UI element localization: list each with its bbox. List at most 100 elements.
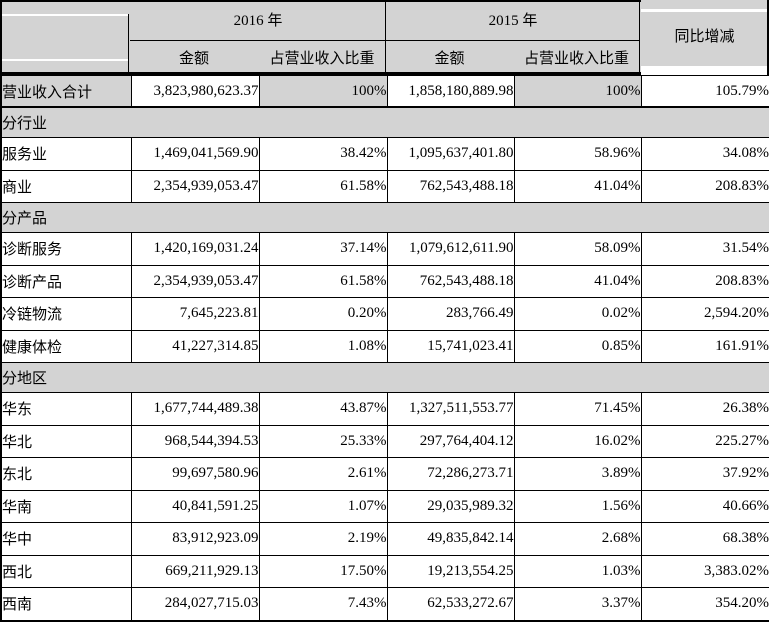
row-label-cell: 冷链物流 — [0, 297, 132, 331]
row-label-cell: 诊断服务 — [0, 232, 132, 266]
amount-2016-cell: 40,841,591.25 — [130, 489, 260, 523]
ratio-2015-cell: 1.03% — [513, 554, 642, 588]
amount-2016-cell: 3,823,980,623.37 — [130, 75, 260, 108]
section-label: 分产品 — [0, 202, 769, 233]
data-row: 诊断服务 1,420,169,031.24 37.14% 1,079,612,611.… — [0, 232, 769, 266]
ratio-2016-cell: 61.58% — [258, 169, 388, 203]
data-row: 商业 2,354,939,053.47 61.58% 762,543,488.18 41… — [0, 169, 769, 203]
section-row: 分行业 — [0, 106, 769, 138]
table-body: 营业收入合计 3,823,980,623.37 100% 1,858,180,889.… — [0, 75, 769, 621]
header-amount-2016: 金额 — [178, 51, 209, 67]
row-label-cell: 华东 — [0, 392, 132, 426]
header-divider-line — [2, 14, 128, 16]
ratio-2015-cell: 1.56% — [513, 489, 642, 523]
header-ratio-2015: 占营业收入比重 — [523, 51, 629, 67]
yoy-cell: 354.20% — [640, 587, 769, 621]
data-row: 华南 40,841,591.25 1.07% 29,035,989.32 1.56% 40… — [0, 489, 769, 523]
header-divider-line — [641, 66, 767, 75]
data-row: 西北 669,211,929.13 17.50% 19,213,554.25 1.03%… — [0, 554, 769, 588]
row-label-cell: 诊断产品 — [0, 264, 132, 298]
ratio-2016-cell: 1.08% — [258, 329, 388, 363]
yoy-cell: 225.27% — [640, 424, 769, 458]
amount-2015-cell: 19,213,554.25 — [386, 554, 515, 588]
data-row: 服务业 1,469,041,569.90 38.42% 1,095,637,401.8… — [0, 137, 769, 171]
amount-2015-cell: 283,766.49 — [386, 297, 515, 331]
row-label-cell: 东北 — [0, 457, 132, 491]
ratio-2015-cell: 71.45% — [513, 392, 642, 426]
ratio-2016-cell: 61.58% — [258, 264, 388, 298]
row-label-cell: 华北 — [0, 424, 132, 458]
yoy-cell: 161.91% — [640, 329, 769, 363]
ratio-2015-cell: 0.85% — [513, 329, 642, 363]
ratio-2015-cell: 16.02% — [513, 424, 642, 458]
year-2015-underline — [386, 40, 640, 41]
amount-2016-cell: 2,354,939,053.47 — [130, 264, 260, 298]
ratio-2016-cell: 2.19% — [258, 522, 388, 556]
ratio-2015-cell: 58.09% — [513, 232, 642, 266]
amount-2016-cell: 968,544,394.53 — [130, 424, 260, 458]
ratio-2015-cell: 3.89% — [513, 457, 642, 491]
ratio-2016-cell: 7.43% — [258, 587, 388, 621]
amount-2015-cell: 72,286,273.71 — [386, 457, 515, 491]
amount-2016-cell: 669,211,929.13 — [130, 554, 260, 588]
amount-2015-cell: 62,533,272.67 — [386, 587, 515, 621]
section-row: 分产品 — [0, 202, 769, 233]
yoy-cell: 40.66% — [640, 489, 769, 523]
ratio-2016-cell: 0.20% — [258, 297, 388, 331]
amount-2015-cell: 1,858,180,889.98 — [386, 75, 515, 108]
amount-2015-cell: 1,095,637,401.80 — [386, 137, 515, 171]
row-label-cell: 西北 — [0, 554, 132, 588]
header-col-divider — [639, 0, 640, 75]
header-col-divider — [385, 0, 386, 72]
amount-2016-cell: 284,027,715.03 — [130, 587, 260, 621]
yoy-cell: 208.83% — [640, 169, 769, 203]
amount-2015-cell: 762,543,488.18 — [386, 264, 515, 298]
amount-2016-cell: 41,227,314.85 — [130, 329, 260, 363]
data-row: 东北 99,697,580.96 2.61% 72,286,273.71 3.89% 37… — [0, 457, 769, 491]
ratio-2015-cell: 0.02% — [513, 297, 642, 331]
header-left-border — [0, 0, 2, 75]
data-row: 华北 968,544,394.53 25.33% 297,764,404.12 16.0… — [0, 424, 769, 458]
amount-2016-cell: 99,697,580.96 — [130, 457, 260, 491]
data-row: 冷链物流 7,645,223.81 0.20% 283,766.49 0.02% 2,59… — [0, 297, 769, 331]
ratio-2016-cell: 37.14% — [258, 232, 388, 266]
ratio-2016-cell: 1.07% — [258, 489, 388, 523]
header-top-border — [0, 0, 641, 2]
yoy-cell: 31.54% — [640, 232, 769, 266]
header-bottom-border — [0, 72, 641, 75]
amount-2016-cell: 1,677,744,489.38 — [130, 392, 260, 426]
amount-2015-cell: 49,835,842.14 — [386, 522, 515, 556]
amount-2015-cell: 1,327,511,553.77 — [386, 392, 515, 426]
yoy-cell: 37.92% — [640, 457, 769, 491]
data-row: 健康体检 41,227,314.85 1.08% 15,741,023.41 0.85%… — [0, 329, 769, 363]
section-label: 分地区 — [0, 362, 769, 393]
amount-2016-cell: 83,912,923.09 — [130, 522, 260, 556]
header-amount-2015: 金额 — [434, 51, 465, 67]
revenue-table: 营业收入合计 3,823,980,623.37 100% 1,858,180,889.… — [0, 75, 769, 622]
header-year-2016: 2016 年 — [233, 13, 283, 29]
row-label-cell: 商业 — [0, 169, 132, 203]
section-row: 分地区 — [0, 362, 769, 393]
header-yoy: 同比增减 — [674, 29, 735, 45]
ratio-2015-cell: 2.68% — [513, 522, 642, 556]
data-row: 华东 1,677,744,489.38 43.87% 1,327,511,553.77… — [0, 392, 769, 426]
data-row: 诊断产品 2,354,939,053.47 61.58% 762,543,488.18… — [0, 264, 769, 298]
yoy-cell: 3,383.02% — [640, 554, 769, 588]
ratio-2015-cell: 58.96% — [513, 137, 642, 171]
section-label: 分行业 — [0, 106, 769, 138]
ratio-2015-cell: 41.04% — [513, 169, 642, 203]
amount-2016-cell: 1,420,169,031.24 — [130, 232, 260, 266]
row-label-cell: 营业收入合计 — [0, 75, 132, 108]
yoy-cell: 105.79% — [640, 75, 769, 108]
yoy-cell: 208.83% — [640, 264, 769, 298]
amount-2016-cell: 1,469,041,569.90 — [130, 137, 260, 171]
amount-2016-cell: 7,645,223.81 — [130, 297, 260, 331]
amount-2016-cell: 2,354,939,053.47 — [130, 169, 260, 203]
row-label-cell: 健康体检 — [0, 329, 132, 363]
row-label-cell: 华南 — [0, 489, 132, 523]
ratio-2016-cell: 2.61% — [258, 457, 388, 491]
amount-2015-cell: 762,543,488.18 — [386, 169, 515, 203]
ratio-2015-cell: 41.04% — [513, 264, 642, 298]
ratio-2016-cell: 25.33% — [258, 424, 388, 458]
